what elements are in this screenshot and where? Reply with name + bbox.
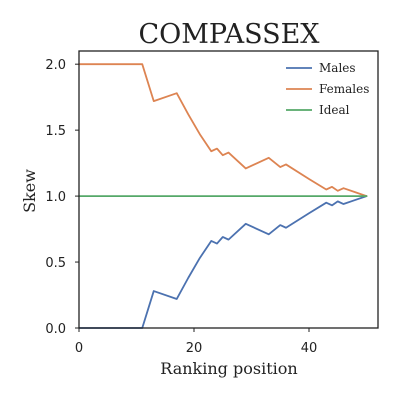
legend-item-ideal: Ideal: [286, 103, 350, 117]
x-axis-label: Ranking position: [160, 359, 297, 378]
y-tick-label: 2.0: [45, 58, 66, 73]
legend-label: Females: [319, 82, 369, 96]
y-tick-label: 1.0: [45, 190, 66, 205]
y-tick-label: 0.0: [45, 322, 66, 337]
chart-title: COMPASSEX: [138, 19, 320, 50]
y-tick-label: 1.5: [45, 124, 66, 139]
legend-label: Ideal: [319, 103, 350, 117]
x-tick-label: 40: [301, 341, 318, 356]
x-tick-label: 20: [186, 341, 203, 356]
legend-label: Males: [319, 61, 356, 75]
legend-item-males: Males: [286, 61, 356, 75]
x-tick-label: 0: [75, 341, 83, 356]
plot-area: 0 20 40 0.0 0.5 1.0 1.5 2.0: [45, 50, 379, 356]
series-line-males: [78, 195, 368, 329]
legend: Males Females Ideal: [286, 61, 369, 117]
y-axis-label: Skew: [20, 169, 39, 213]
series-line-females: [78, 63, 368, 198]
y-tick-label: 0.5: [45, 256, 66, 271]
axes-frame: [78, 50, 379, 329]
legend-item-females: Females: [286, 82, 369, 96]
